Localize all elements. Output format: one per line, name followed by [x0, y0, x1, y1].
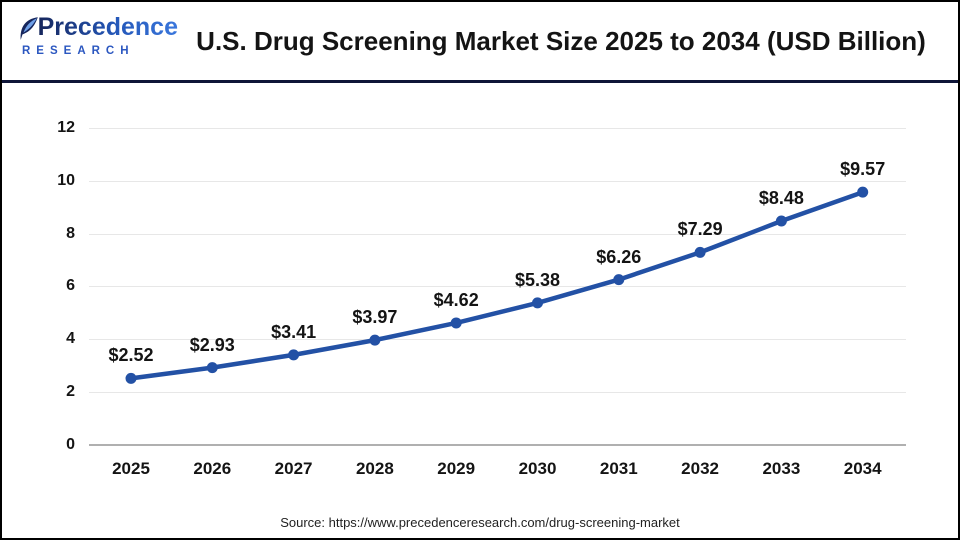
brand-subtitle: RESEARCH [22, 45, 135, 57]
data-point-label: $2.93 [189, 334, 235, 355]
source-text: Source: https://www.precedenceresearch.c… [280, 515, 680, 530]
line-series [128, 189, 865, 381]
x-tick-label: 2029 [437, 459, 476, 478]
y-tick-label: 6 [66, 277, 75, 295]
y-tick-label: 4 [66, 330, 75, 348]
gridline [89, 392, 906, 394]
data-point-label: $3.41 [271, 321, 317, 342]
data-point-label: $9.57 [840, 159, 886, 180]
gridline [89, 286, 906, 288]
x-tick-label: 2026 [193, 459, 232, 478]
data-point-marker [857, 186, 869, 198]
data-point-marker [775, 215, 787, 227]
data-point-label: $2.52 [108, 345, 154, 366]
x-tick-label: 2025 [112, 459, 150, 478]
precedence-leaf-icon [20, 17, 38, 40]
gridline [89, 233, 906, 235]
x-tick-label: 2027 [274, 459, 313, 478]
x-tick-label: 2030 [518, 459, 557, 478]
data-point-label: $7.29 [677, 219, 723, 240]
y-tick-label: 10 [57, 171, 75, 189]
data-point-label: $8.48 [758, 187, 804, 208]
data-point-marker [694, 246, 706, 258]
data-point-marker [125, 372, 137, 384]
data-point-marker [450, 317, 462, 329]
x-tick-label: 2033 [762, 459, 801, 478]
gridline [89, 180, 906, 182]
chart-title: U.S. Drug Screening Market Size 2025 to … [196, 25, 926, 56]
data-point-label: $3.97 [352, 307, 398, 328]
header: Precedence RESEARCH U.S. Drug Screening … [2, 2, 958, 80]
x-tick-label: 2031 [599, 459, 638, 478]
data-point-marker [369, 334, 381, 346]
y-tick-label: 2 [66, 383, 75, 401]
x-tick-label: 2028 [355, 459, 394, 478]
y-tick-label: 8 [66, 224, 75, 242]
y-tick-label: 12 [57, 118, 75, 136]
data-point-marker [206, 362, 218, 374]
x-tick-label: 2034 [843, 459, 882, 478]
gridline [89, 339, 906, 341]
data-point-marker [613, 274, 625, 286]
gridline [89, 444, 906, 446]
header-divider [2, 80, 958, 83]
y-tick-label: 0 [66, 436, 75, 453]
data-point-label: $6.26 [596, 246, 642, 267]
data-point-label: $5.38 [514, 269, 561, 290]
data-point-label: $4.62 [433, 289, 479, 310]
gridline [89, 127, 906, 129]
brand-name: Precedence [37, 13, 178, 41]
x-tick-label: 2032 [681, 459, 719, 478]
data-point-marker [288, 349, 300, 361]
data-point-marker [532, 297, 543, 309]
precedence-logo: Precedence RESEARCH [18, 14, 178, 70]
